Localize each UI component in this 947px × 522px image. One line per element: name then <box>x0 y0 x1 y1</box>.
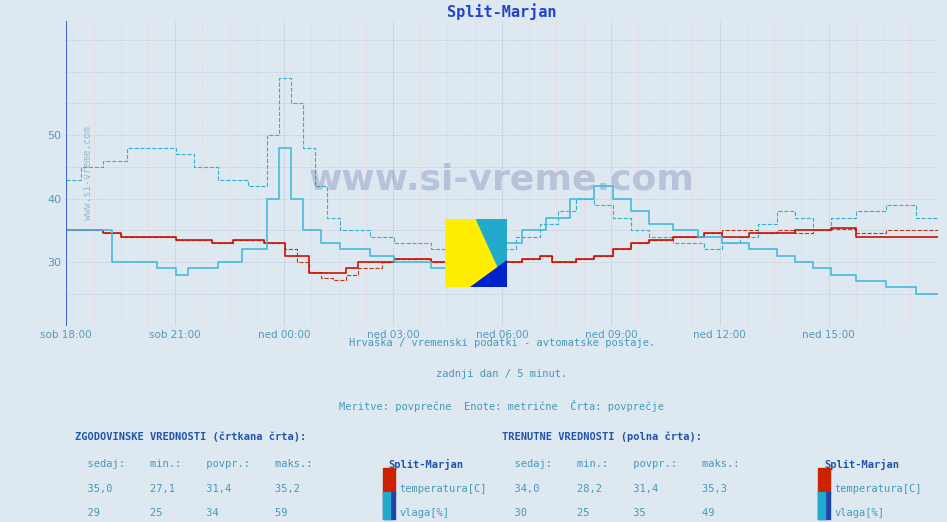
Bar <box>818 492 831 518</box>
Text: sedaj:    min.:    povpr.:    maks.:: sedaj: min.: povpr.: maks.: <box>75 459 313 469</box>
Title: Split-Marjan: Split-Marjan <box>447 3 557 20</box>
Text: vlaga[%]: vlaga[%] <box>834 508 884 518</box>
Text: Meritve: povprečne  Enote: metrične  Črta: povprečje: Meritve: povprečne Enote: metrične Črta:… <box>339 400 665 412</box>
Bar <box>818 492 825 518</box>
Bar <box>818 468 831 494</box>
Text: TRENUTNE VREDNOSTI (polna črta):: TRENUTNE VREDNOSTI (polna črta): <box>502 432 702 442</box>
Text: 29        25       34         59: 29 25 34 59 <box>75 508 288 518</box>
Text: 35,0      27,1     31,4       35,2: 35,0 27,1 31,4 35,2 <box>75 484 300 494</box>
Bar <box>383 468 395 494</box>
Polygon shape <box>475 219 507 287</box>
Text: temperatura[C]: temperatura[C] <box>399 484 487 494</box>
Text: Split-Marjan: Split-Marjan <box>388 459 464 470</box>
Text: sedaj:    min.:    povpr.:    maks.:: sedaj: min.: povpr.: maks.: <box>502 459 740 469</box>
Text: Split-Marjan: Split-Marjan <box>824 459 900 470</box>
Text: 30        25       35         49: 30 25 35 49 <box>502 508 714 518</box>
Text: zadnji dan / 5 minut.: zadnji dan / 5 minut. <box>437 369 567 379</box>
Text: temperatura[C]: temperatura[C] <box>834 484 922 494</box>
Text: vlaga[%]: vlaga[%] <box>399 508 449 518</box>
Bar <box>383 492 389 518</box>
Text: www.si-vreme.com: www.si-vreme.com <box>83 126 93 220</box>
Text: 34,0      28,2     31,4       35,3: 34,0 28,2 31,4 35,3 <box>502 484 727 494</box>
Text: Hrvaška / vremenski podatki - avtomatske postaje.: Hrvaška / vremenski podatki - avtomatske… <box>348 338 655 348</box>
Text: www.si-vreme.com: www.si-vreme.com <box>309 162 695 196</box>
Text: ZGODOVINSKE VREDNOSTI (črtkana črta):: ZGODOVINSKE VREDNOSTI (črtkana črta): <box>75 432 306 442</box>
Polygon shape <box>470 260 507 287</box>
Bar <box>383 492 395 518</box>
Polygon shape <box>445 219 507 287</box>
